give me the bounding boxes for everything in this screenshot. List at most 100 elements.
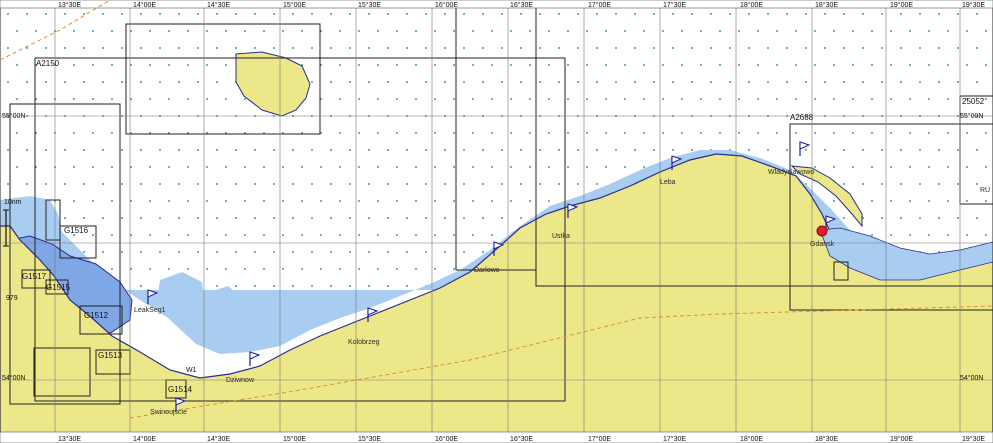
sounding-dot	[833, 132, 835, 134]
harbour-flag-icon[interactable]	[175, 397, 187, 412]
sounding-dot	[444, 251, 446, 253]
sounding-dot	[615, 13, 617, 15]
harbour-flag-icon[interactable]	[567, 203, 579, 218]
sounding-dot	[862, 81, 864, 83]
sounding-dot	[643, 132, 645, 134]
sounding-dot	[596, 149, 598, 151]
sounding-dot	[976, 217, 978, 219]
sounding-dot	[368, 183, 370, 185]
bottom-scale-bar	[0, 431, 993, 443]
sounding-dot	[444, 47, 446, 49]
sounding-dot	[643, 166, 645, 168]
sounding-dot	[45, 81, 47, 83]
sounding-dot	[833, 64, 835, 66]
sounding-dot	[966, 98, 968, 100]
sounding-dot	[111, 268, 113, 270]
sounding-dot	[548, 64, 550, 66]
sounding-dot	[833, 166, 835, 168]
sounding-dot	[92, 30, 94, 32]
sounding-dot	[178, 149, 180, 151]
harbour-flag-icon[interactable]	[147, 289, 159, 304]
longitude-labels-bottom: 13°30E 14°00E 14°30E 15°00E 15°30E 16°00E 16°3…	[58, 435, 985, 443]
sounding-dot	[966, 30, 968, 32]
sounding-dot	[263, 234, 265, 236]
sounding-dot	[149, 64, 151, 66]
sounding-dot	[938, 47, 940, 49]
sounding-dot	[26, 13, 28, 15]
sounding-dot	[358, 30, 360, 32]
sounding-dot	[719, 132, 721, 134]
sounding-dot	[985, 98, 987, 100]
sounding-dot	[358, 268, 360, 270]
sounding-dot	[64, 47, 66, 49]
sounding-dot	[862, 183, 864, 185]
sounding-dot	[776, 98, 778, 100]
sounding-dot	[767, 149, 769, 151]
bornholm-island[interactable]	[235, 51, 311, 117]
sounding-dot	[843, 183, 845, 185]
sounding-dot	[358, 200, 360, 202]
sounding-dot	[377, 200, 379, 202]
sounding-dot	[757, 98, 759, 100]
sounding-dot	[672, 149, 674, 151]
sounding-dot	[73, 166, 75, 168]
sounding-dot	[786, 81, 788, 83]
sounding-dot	[225, 200, 227, 202]
sounding-dot	[529, 166, 531, 168]
sounding-dot	[434, 268, 436, 270]
harbour-flag-icon[interactable]	[493, 241, 505, 256]
sounding-dot	[634, 47, 636, 49]
harbour-flag-icon[interactable]	[367, 307, 379, 322]
sounding-dot	[976, 81, 978, 83]
sounding-dot	[434, 98, 436, 100]
sounding-dot	[273, 13, 275, 15]
longitude-label-bottom: 16°00E	[435, 435, 458, 443]
sounding-dot	[349, 217, 351, 219]
sounding-dot	[624, 64, 626, 66]
sounding-dot	[919, 13, 921, 15]
sounding-dot	[653, 13, 655, 15]
sounding-dot	[558, 13, 560, 15]
sounding-dot	[691, 47, 693, 49]
sounding-dot	[871, 98, 873, 100]
longitude-label-bottom: 17°30E	[663, 435, 686, 443]
label-w1: W1	[186, 367, 197, 374]
sounding-dot	[425, 149, 427, 151]
current-position-marker[interactable]	[816, 225, 828, 237]
sounding-dot	[881, 81, 883, 83]
sounding-dot	[605, 166, 607, 168]
sounding-dot	[710, 81, 712, 83]
sounding-dot	[909, 234, 911, 236]
sounding-dot	[73, 200, 75, 202]
sounding-dot	[254, 285, 256, 287]
sounding-dot	[605, 98, 607, 100]
harbour-flag-icon[interactable]	[249, 351, 261, 366]
sounding-dot	[928, 234, 930, 236]
sounding-dot	[852, 64, 854, 66]
sounding-dot	[662, 132, 664, 134]
harbour-flag-icon[interactable]	[799, 141, 811, 156]
harbour-flag-icon[interactable]	[671, 155, 683, 170]
sounding-dot	[767, 81, 769, 83]
sounding-dot	[45, 149, 47, 151]
lat-label-55-left: 55°00N	[2, 112, 25, 120]
sounding-dot	[45, 13, 47, 15]
sounding-dot	[909, 132, 911, 134]
sounding-dot	[510, 200, 512, 202]
sounding-dot	[881, 47, 883, 49]
sounding-dot	[387, 217, 389, 219]
sounding-dot	[719, 64, 721, 66]
sounding-dot	[786, 47, 788, 49]
longitude-label-top: 14°00E	[133, 1, 156, 9]
sounding-dot	[520, 217, 522, 219]
sounding-dot	[387, 251, 389, 253]
sounding-dot	[520, 81, 522, 83]
longitude-label-bottom: 14°00E	[133, 435, 156, 443]
sounding-dot	[349, 81, 351, 83]
chart-id-g1515: G1515	[46, 283, 71, 292]
longitude-label-top: 19°00E	[890, 1, 913, 9]
sounding-dot	[102, 81, 104, 83]
